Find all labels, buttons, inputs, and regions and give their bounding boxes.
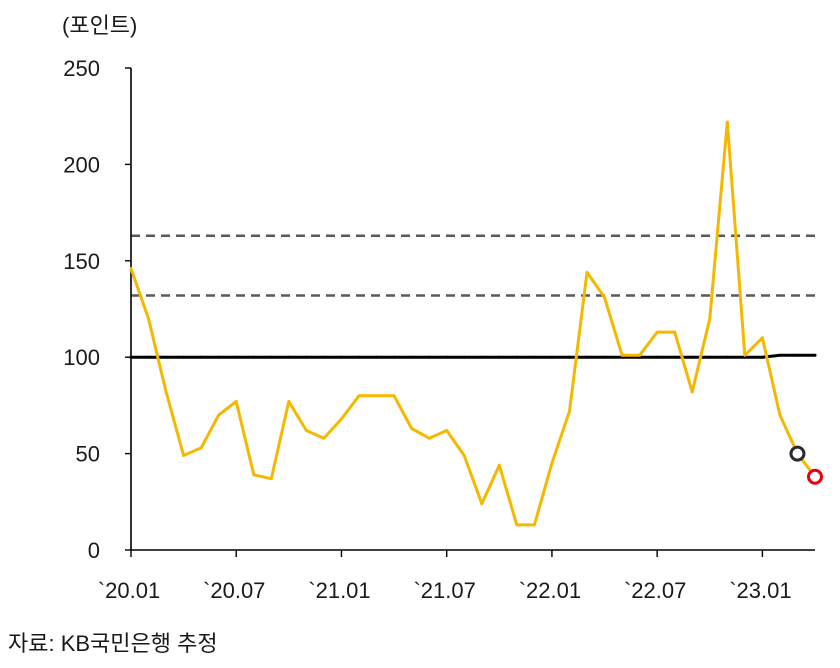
series-1-point-2020-11 [304,355,308,359]
series-2-point-2020-04 [182,454,186,457]
series-1-point-2020-04 [182,355,186,359]
y-tick-label-150: 150 [63,249,100,274]
series-2-point-2022-07 [655,330,659,334]
source-note: 자료: KB국민은행 추정 [8,631,218,656]
x-tick-label-2: `20.07 [203,578,265,603]
series-1-point-2021-09 [480,355,484,359]
x-tick-label-5: `22.01 [519,578,581,603]
series-2-point-2023-02 [778,413,782,417]
series-2-point-2021-08 [462,454,466,457]
series-2-point-2022-11 [725,120,729,124]
series-2-point-2022-04 [603,296,606,299]
series-2-point-2021-06 [427,436,431,440]
series-2-point-2021-11 [515,523,519,527]
series-2-point-2023-01 [760,336,764,340]
series-2-point-2021-10 [497,463,501,467]
series-1-point-2020-01 [129,355,133,359]
series-2-point-2022-01 [550,461,554,465]
series-2-line [129,120,817,527]
series-2-point-2020-03 [164,390,168,394]
series-1-point-2022-09 [690,355,694,359]
series-1-point-2023-03 [796,353,799,357]
series-1-point-2023-02 [778,353,782,357]
x-tick-label-7: `23.01 [729,578,791,603]
series-1-point-2022-07 [655,355,659,359]
series-1-point-2021-04 [392,355,396,359]
series-2-point-2020-08 [252,473,256,477]
markers [789,445,823,485]
y-tick-label-0: 0 [88,538,100,563]
series-1-point-2023-01 [760,355,764,359]
series-2-point-2020-05 [199,446,203,450]
series-1-point-2020-02 [147,355,150,359]
series-1-point-2020-05 [199,355,203,359]
y-tick-label-50: 50 [76,442,100,467]
series-2-point-2021-07 [445,429,449,432]
y-tick-label-250: 250 [63,56,100,81]
series-1-point-2022-03 [585,355,589,359]
series-1-point-2022-01 [550,355,554,359]
series-2-point-2022-06 [638,353,642,357]
series-1-point-2020-09 [269,355,273,359]
series-2-point-2021-01 [340,417,343,421]
series-2-point-2020-09 [269,477,273,481]
series-2-point-2020-06 [217,413,221,417]
y-tick-label-200: 200 [63,152,100,177]
series-2-point-2020-07 [234,400,238,403]
series-1-point-2020-12 [322,355,326,359]
series-2-point-2022-10 [708,317,712,321]
x-tick-label-3: `21.01 [308,578,370,603]
series-2-point-2020-12 [322,436,326,440]
x-tick-label-1: `20.01 [98,578,160,603]
series-2-point-2022-12 [743,353,747,357]
series-2-point-2021-02 [357,394,361,398]
series-2-point-2020-10 [287,400,291,403]
series-1-point-2023-04 [813,353,817,357]
series-2-point-2022-08 [673,330,677,334]
series-1-point-2022-11 [725,355,729,359]
series-2-point-2022-02 [568,409,571,413]
series-1-point-2021-06 [427,355,431,359]
series-1-point-2021-07 [445,355,449,359]
series-2-point-2020-11 [304,429,308,432]
series-2-point-2022-03 [585,270,589,274]
series-1-point-2022-08 [673,355,677,359]
series-1-point-2021-08 [462,355,466,359]
series-1-point-2022-10 [708,355,712,359]
series-2-point-2022-05 [620,353,624,357]
series-2-point-2021-09 [480,502,484,506]
series-1-point-2021-03 [375,355,378,359]
marker-circle-2 [807,468,823,485]
series-2-point-2021-03 [375,394,378,398]
series-1-point-2022-02 [568,355,571,359]
x-tick-label-4: `21.07 [413,578,475,603]
series-1-point-2020-06 [217,355,221,359]
series-2-point-2022-09 [690,390,694,394]
series-1-line [129,353,817,359]
series-2-point-2021-05 [410,427,414,430]
series-1-point-2021-10 [497,355,501,359]
marker-circle-1 [789,445,806,462]
series-1-point-2020-10 [287,355,291,359]
series-2-point-2021-04 [392,394,396,398]
series-2-point-2020-02 [147,317,150,321]
series-1-point-2020-08 [252,355,256,359]
y-axis-unit-label: (포인트) [62,13,137,38]
series-1-point-2021-12 [532,355,536,359]
series-1-point-2021-02 [357,355,361,359]
series-1-point-2021-01 [340,355,343,359]
reference-lines [131,234,815,297]
series-1-point-2021-05 [410,355,414,359]
x-tick-label-6: `22.07 [624,578,686,603]
axes: 0 50 100 150 200 250 `20.01 `20.07 `21.01 `21.07 `… [63,56,815,603]
series-1-point-2020-03 [164,355,168,359]
series-2-point-2020-01 [129,267,133,270]
series-1-point-2020-07 [234,355,238,359]
series-1-point-2022-04 [603,355,606,359]
series-group [129,120,817,527]
y-tick-label-100: 100 [63,345,100,370]
series-2-point-2021-12 [532,523,536,527]
series-1-point-2021-11 [515,355,519,359]
